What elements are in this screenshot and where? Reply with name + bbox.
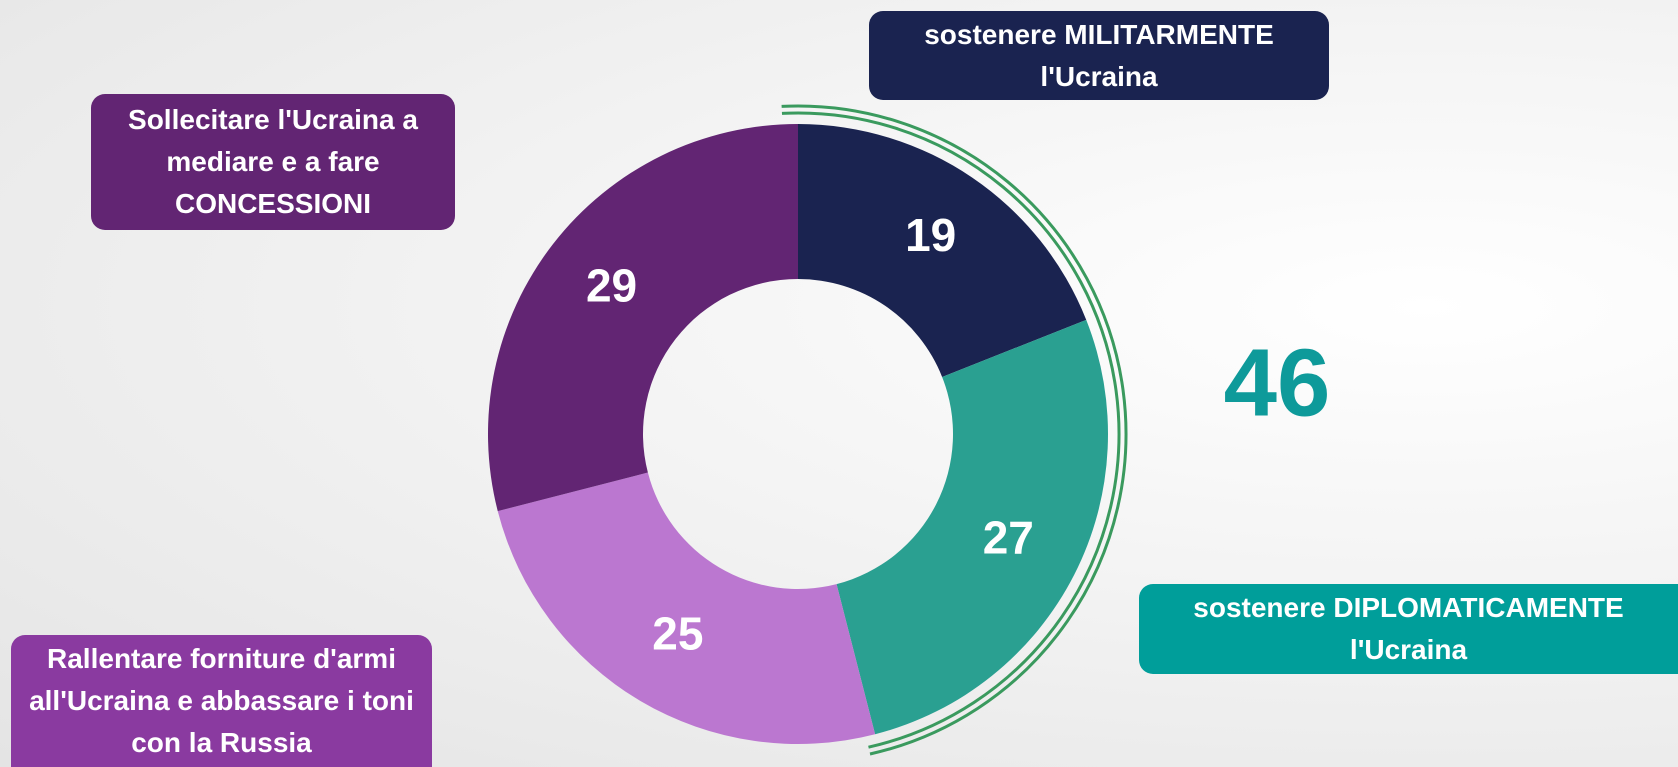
donut-slice <box>497 472 876 744</box>
annotation: 46 <box>1224 329 1331 436</box>
category-label: Rallentare forniture d'armi all'Ucraina … <box>11 635 432 767</box>
donut-slice <box>487 124 798 512</box>
donut-slice <box>836 319 1108 735</box>
value-label: 27 <box>983 511 1034 563</box>
value-label: 19 <box>905 209 956 261</box>
bracket <box>781 104 1128 756</box>
bracket <box>781 111 1121 749</box>
donut-slice <box>798 124 1087 377</box>
category-label: Sollecitare l'Ucraina a mediare e a fare… <box>91 94 455 230</box>
category-label: sostenere DIPLOMATICAMENTE l'Ucraina <box>1139 584 1678 674</box>
value-label: 29 <box>586 260 637 312</box>
category-label: sostenere MILITARMENTE l'Ucraina <box>869 11 1329 100</box>
value-label: 25 <box>652 607 703 659</box>
